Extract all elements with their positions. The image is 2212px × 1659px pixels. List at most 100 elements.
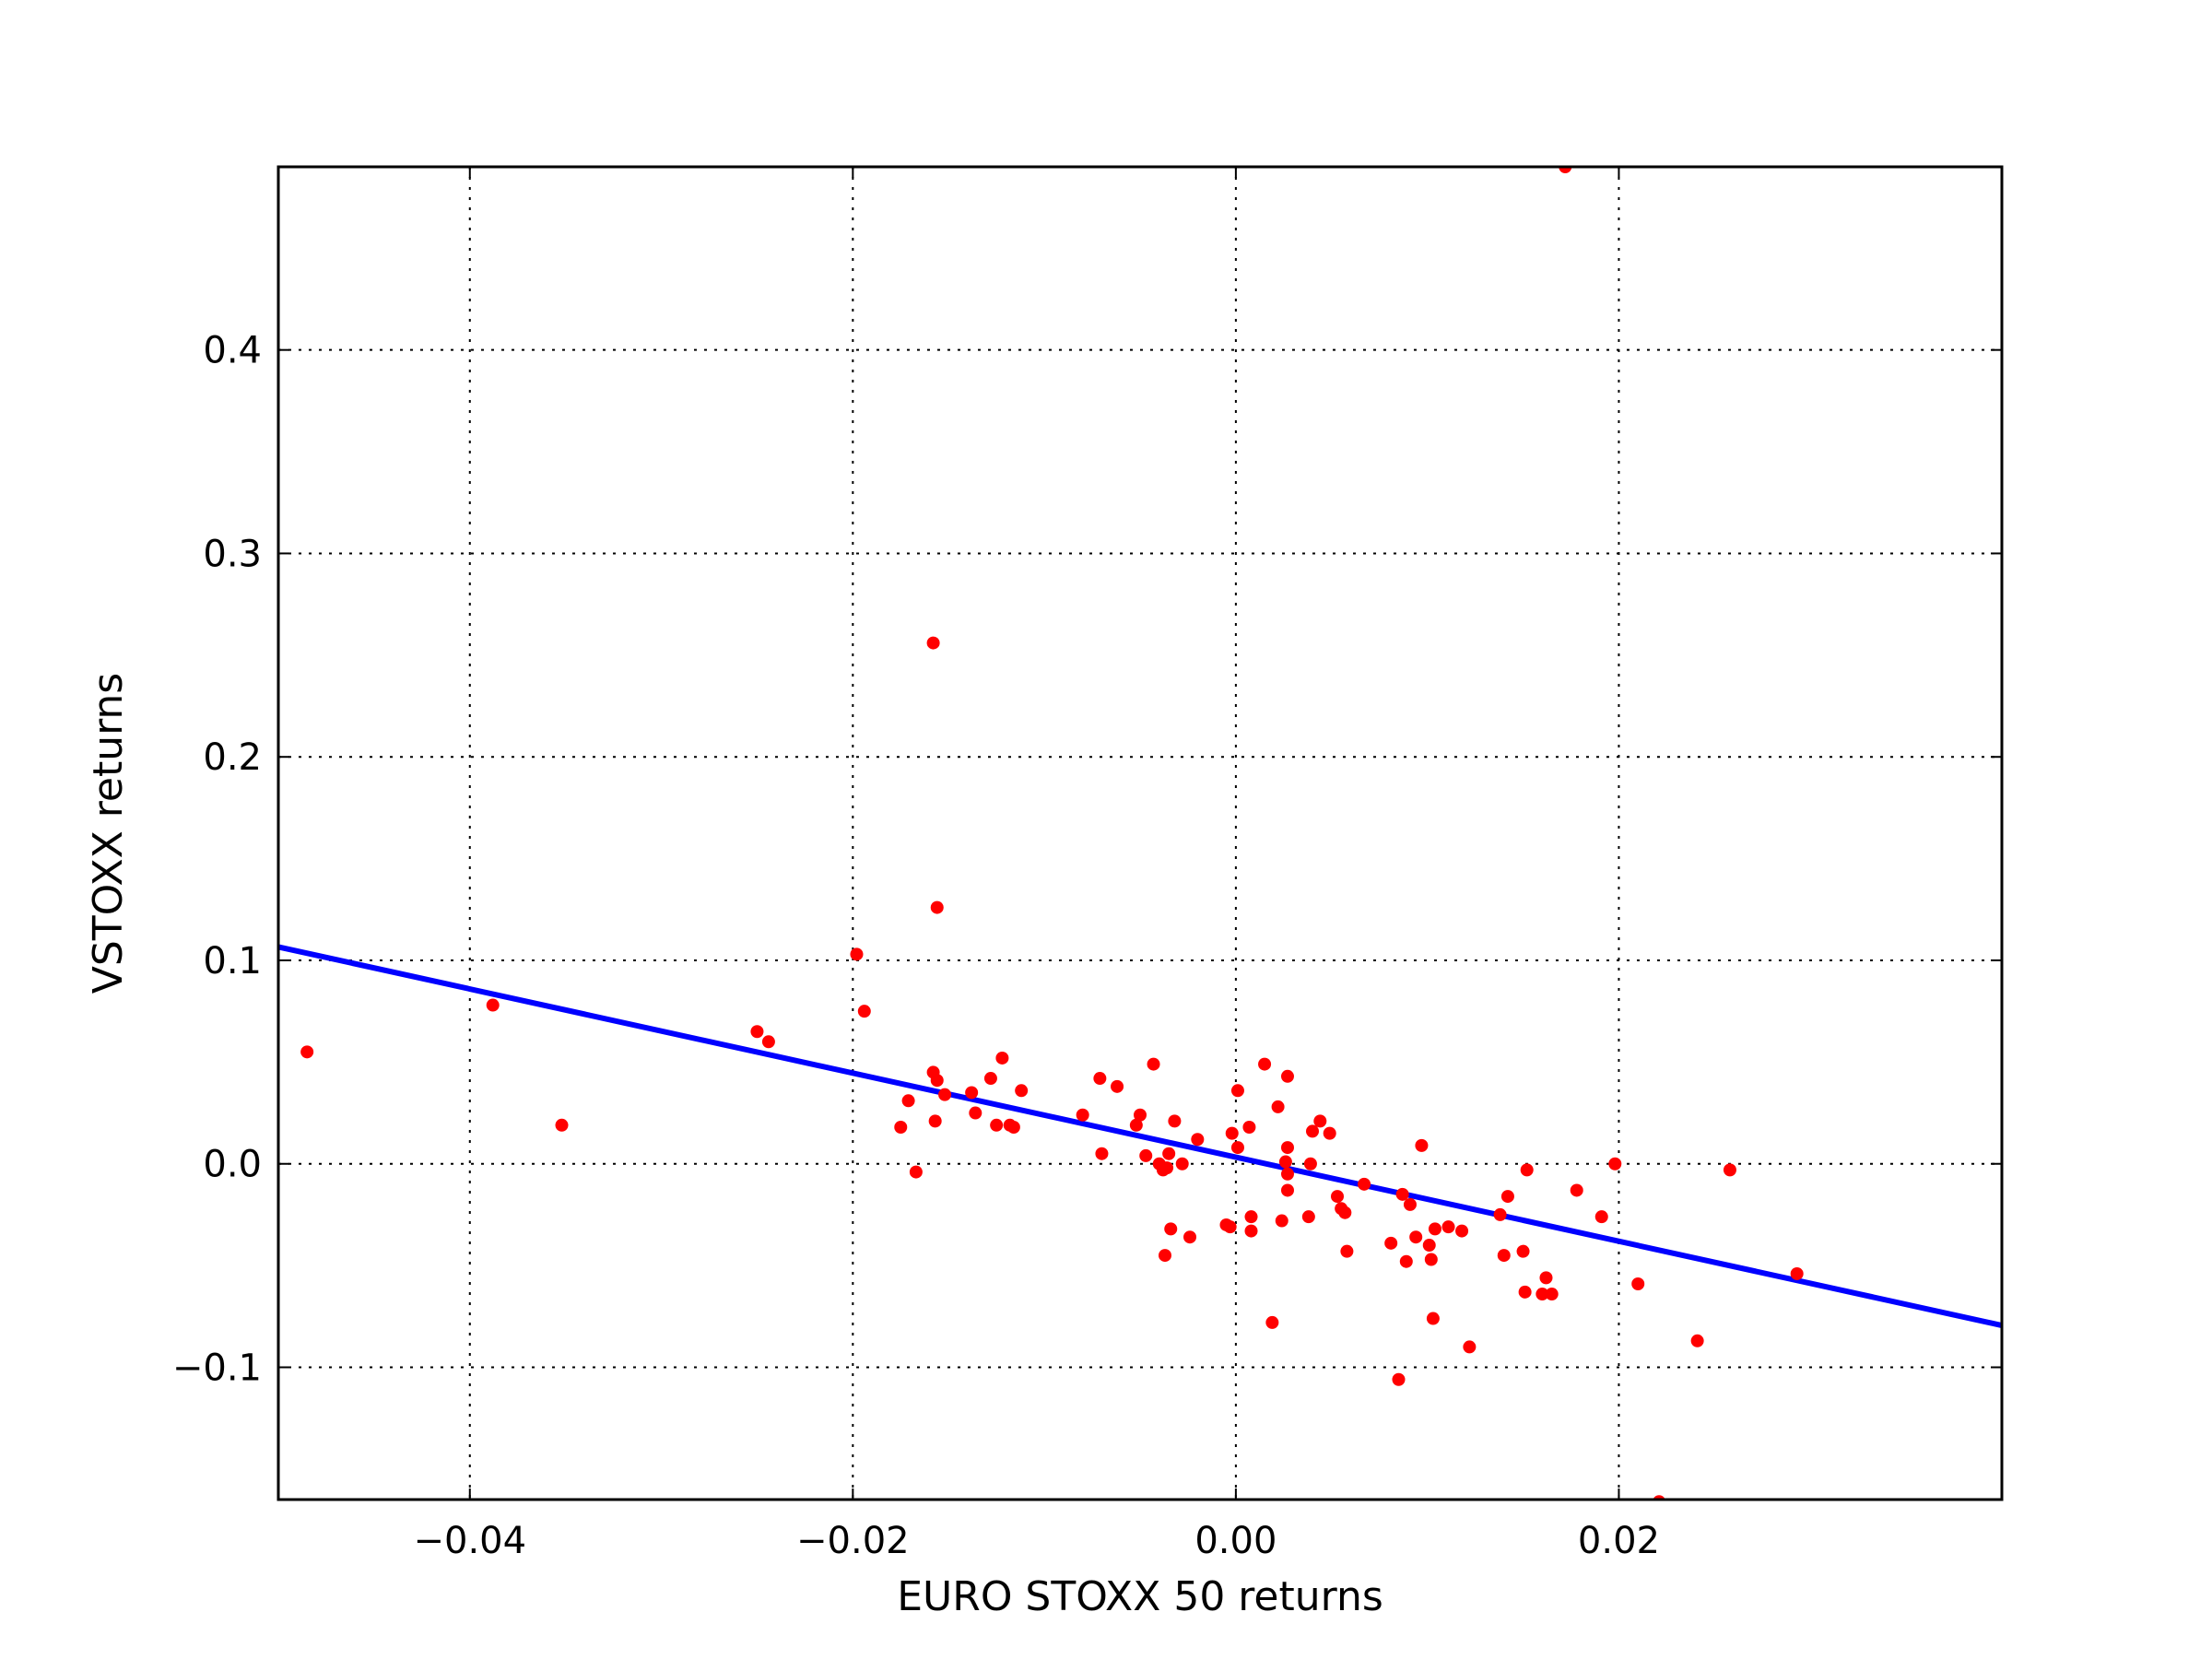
scatter-point bbox=[1313, 1114, 1327, 1128]
scatter-point bbox=[938, 1088, 952, 1101]
scatter-point bbox=[1428, 1222, 1441, 1236]
scatter-point bbox=[930, 900, 944, 914]
y-tick-label: 0.4 bbox=[203, 330, 262, 372]
scatter-point bbox=[1160, 1161, 1174, 1175]
y-tick-label: 0.0 bbox=[203, 1144, 262, 1186]
scatter-point bbox=[1358, 1177, 1371, 1191]
scatter-point bbox=[1493, 1207, 1507, 1221]
regression-line-group bbox=[278, 944, 2002, 1328]
scatter-point bbox=[1006, 1121, 1020, 1135]
scatter-point bbox=[1463, 1340, 1477, 1354]
scatter-point bbox=[1244, 1224, 1258, 1238]
scatter-point bbox=[1093, 1072, 1107, 1086]
plot-area bbox=[278, 167, 2002, 1500]
scatter-point bbox=[1338, 1206, 1352, 1219]
scatter-point bbox=[1516, 1244, 1530, 1258]
scatter-point bbox=[1422, 1239, 1436, 1253]
scatter-point bbox=[555, 1118, 569, 1132]
scatter-point bbox=[983, 1072, 997, 1086]
scatter-point bbox=[1545, 1288, 1559, 1301]
scatter-point bbox=[1225, 1126, 1239, 1140]
y-tick-label: 0.1 bbox=[203, 940, 262, 982]
scatter-point bbox=[1242, 1121, 1256, 1135]
scatter-point bbox=[1175, 1157, 1189, 1171]
scatter-point bbox=[1280, 1183, 1294, 1197]
scatter-point bbox=[1015, 1084, 1029, 1098]
scatter-point bbox=[1111, 1079, 1124, 1093]
scatter-point bbox=[1426, 1312, 1440, 1325]
scatter-point bbox=[1168, 1114, 1182, 1128]
scatter-point bbox=[1690, 1334, 1704, 1347]
regression-line bbox=[278, 944, 2002, 1328]
scatter-point bbox=[1258, 1057, 1272, 1071]
scatter-point bbox=[1280, 1141, 1294, 1155]
scatter-point bbox=[1306, 1124, 1319, 1138]
scatter-point bbox=[1403, 1197, 1417, 1211]
scatter-point bbox=[1139, 1148, 1153, 1162]
scatter-point bbox=[1265, 1315, 1279, 1329]
scatter-point bbox=[1278, 1155, 1292, 1169]
scatter-point bbox=[1331, 1190, 1345, 1204]
x-tick-label: 0.00 bbox=[1194, 1520, 1277, 1562]
scatter-point bbox=[1244, 1210, 1258, 1224]
x-axis-ticks: −0.04 −0.02 0.00 0.02 bbox=[413, 167, 1660, 1562]
scatter-point bbox=[1301, 1210, 1315, 1224]
y-axis-ticks: −0.1 0.0 0.1 0.2 0.3 0.4 bbox=[172, 330, 2002, 1390]
scatter-point bbox=[1518, 1285, 1532, 1299]
scatter-point bbox=[1162, 1147, 1176, 1160]
scatter-point bbox=[1164, 1222, 1178, 1236]
scatter-point bbox=[1134, 1108, 1147, 1122]
scatter-point bbox=[1500, 1190, 1514, 1204]
scatter-point bbox=[1271, 1100, 1285, 1113]
scatter-point bbox=[1790, 1266, 1804, 1280]
scatter-point bbox=[1409, 1230, 1423, 1244]
scatter-point bbox=[1392, 1372, 1406, 1386]
scatter-point bbox=[1095, 1147, 1109, 1160]
scatter-point bbox=[1570, 1183, 1583, 1197]
scatter-point bbox=[1594, 1210, 1608, 1224]
scatter-point bbox=[894, 1121, 908, 1135]
scatter-point bbox=[1399, 1254, 1413, 1268]
scatter-point bbox=[1424, 1253, 1438, 1266]
scatter-point bbox=[909, 1165, 923, 1179]
scatter-point bbox=[1455, 1224, 1469, 1238]
scatter-point bbox=[1520, 1163, 1534, 1177]
scatter-point bbox=[1223, 1220, 1237, 1234]
y-tick-label: 0.3 bbox=[203, 533, 262, 575]
scatter-point bbox=[965, 1086, 979, 1100]
scatter-point bbox=[1631, 1277, 1645, 1290]
scatter-point bbox=[1159, 1249, 1172, 1263]
scatter-point bbox=[1497, 1249, 1511, 1263]
grid bbox=[278, 167, 2002, 1500]
scatter-point bbox=[761, 1035, 775, 1049]
x-axis-label: EURO STOXX 50 returns bbox=[897, 1573, 1383, 1620]
scatter-point bbox=[486, 998, 500, 1012]
y-tick-label: 0.2 bbox=[203, 736, 262, 779]
y-tick-label: −0.1 bbox=[172, 1347, 262, 1390]
plot-frame bbox=[276, 165, 2004, 1501]
scatter-point bbox=[1395, 1187, 1409, 1201]
scatter-point bbox=[1183, 1230, 1197, 1244]
scatter-point bbox=[857, 1005, 871, 1018]
scatter-point bbox=[1076, 1108, 1089, 1122]
scatter-point bbox=[1539, 1271, 1553, 1285]
scatter-point bbox=[1191, 1133, 1205, 1147]
scatter-point bbox=[750, 1025, 764, 1039]
scatter-point bbox=[995, 1051, 1009, 1065]
scatter-point bbox=[1303, 1157, 1317, 1171]
scatter-point bbox=[1340, 1244, 1354, 1258]
scatter-point bbox=[1275, 1214, 1288, 1228]
scatter-point bbox=[1230, 1084, 1244, 1098]
scatter-point bbox=[1535, 1288, 1549, 1301]
scatter-point bbox=[1280, 1069, 1294, 1083]
scatter-point bbox=[850, 947, 864, 961]
x-tick-label: −0.04 bbox=[413, 1520, 526, 1562]
y-axis-label: VSTOXX returns bbox=[85, 673, 132, 994]
scatter-point bbox=[1559, 167, 1572, 173]
scatter-point bbox=[1280, 1167, 1294, 1181]
scatter-point bbox=[1129, 1118, 1143, 1132]
scatter-point bbox=[1384, 1236, 1398, 1250]
scatter-point bbox=[928, 1114, 942, 1128]
